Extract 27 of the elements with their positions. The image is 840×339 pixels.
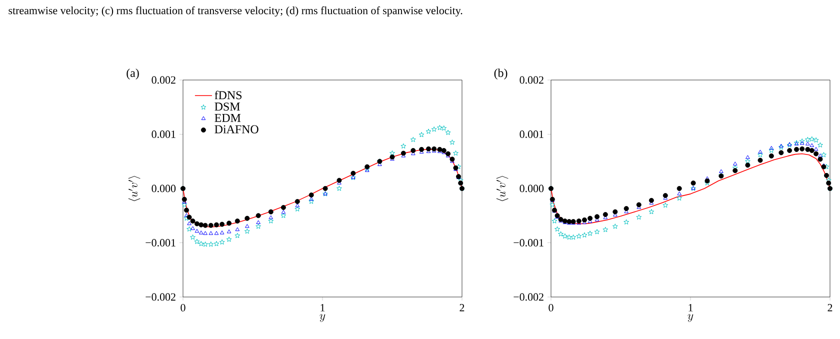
x-tick-label: 1 <box>688 304 693 312</box>
chart-title: (a) <box>126 68 139 80</box>
x-tick-label: 0 <box>548 304 554 312</box>
y-axis-title: $\langle u'v'\rangle$ <box>496 176 508 202</box>
y-tick-label: −0.002 <box>146 293 176 301</box>
y-tick-label: 0.000 <box>152 184 176 192</box>
legend-label: DiAFNO <box>214 125 258 134</box>
y-axis-title: $\langle u'v'\rangle$ <box>128 176 140 202</box>
x-tick-label: 1 <box>320 304 325 312</box>
y-tick-label: 0.002 <box>152 76 176 84</box>
legend-label: DSM <box>214 102 240 111</box>
y-tick-label: 0.001 <box>152 130 176 138</box>
chart-title: (b) <box>494 68 508 80</box>
legend-label: fDNS <box>214 90 242 100</box>
y-tick-label: 0.000 <box>520 184 544 192</box>
y-tick-label: 0.001 <box>520 130 544 138</box>
y-tick-label: −0.001 <box>514 239 544 246</box>
y-tick-label: 0.002 <box>520 76 544 84</box>
y-tick-label: −0.001 <box>146 239 176 246</box>
x-tick-label: 2 <box>460 304 464 312</box>
y-tick-label: −0.002 <box>514 293 544 301</box>
x-tick-label: 0 <box>180 304 186 312</box>
x-axis-title: $y$ <box>688 314 694 322</box>
text: streamwise velocity; (c) rms fluctuation of transverse velocity; (d) rms fluctuation of spanwise velocity. <box>8 6 462 16</box>
legend-label: EDM <box>214 114 241 122</box>
x-axis-title: $y$ <box>320 314 326 322</box>
x-tick-label: 2 <box>828 304 832 312</box>
